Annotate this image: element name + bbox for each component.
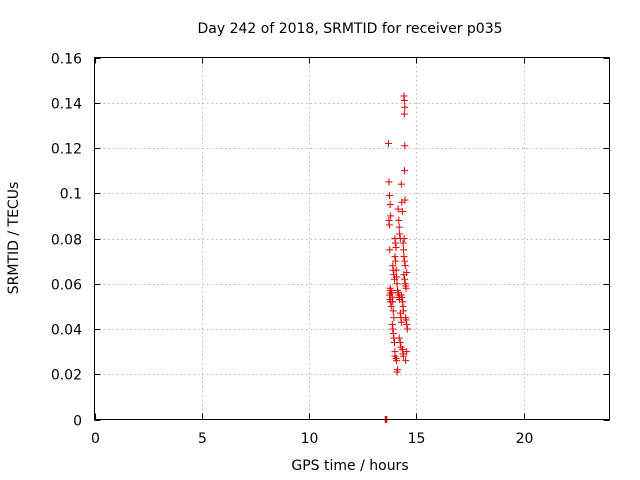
data-point xyxy=(395,223,403,231)
data-point xyxy=(389,325,397,333)
data-point xyxy=(400,235,408,242)
y-axis-label: SRMTID / TECUs xyxy=(6,182,22,295)
data-point xyxy=(392,257,400,265)
chart-title: Day 242 of 2018, SRMTID for receiver p03… xyxy=(197,21,502,37)
data-point xyxy=(402,316,410,324)
data-point xyxy=(397,318,405,326)
x-tick-label: 10 xyxy=(301,431,319,447)
tick-layer xyxy=(94,57,610,421)
data-point xyxy=(402,357,410,365)
y-tick-label: 0 xyxy=(73,414,82,430)
data-point xyxy=(386,201,394,209)
data-point xyxy=(400,110,408,118)
data-point xyxy=(398,345,406,353)
data-point xyxy=(395,216,403,224)
data-point xyxy=(396,339,404,347)
x-tick-label: 15 xyxy=(408,431,426,447)
data-point xyxy=(401,103,409,111)
data-point xyxy=(387,302,395,310)
y-tick-label: 0.14 xyxy=(51,97,82,113)
x-tick-label: 0 xyxy=(91,431,100,447)
y-tick-label: 0.08 xyxy=(51,233,82,249)
data-point xyxy=(387,212,395,220)
data-point xyxy=(393,273,401,281)
data-point xyxy=(396,230,404,238)
data-point xyxy=(395,334,403,342)
y-tick-label: 0.06 xyxy=(51,278,82,294)
data-point xyxy=(391,253,399,261)
data-point xyxy=(389,298,397,306)
data-point xyxy=(402,284,410,292)
y-tick-label: 0.02 xyxy=(51,368,82,384)
data-point xyxy=(386,246,394,254)
data-point xyxy=(388,289,396,297)
data-point xyxy=(400,253,408,261)
data-point xyxy=(389,307,397,315)
data-layer xyxy=(381,92,411,423)
data-point xyxy=(391,239,399,247)
data-point xyxy=(401,275,409,283)
data-point xyxy=(398,293,406,301)
grid-layer xyxy=(94,57,610,420)
y-tick-label: 0.16 xyxy=(51,52,82,68)
x-tick-label: 20 xyxy=(516,431,534,447)
tick-label-layer: 0 5 10 15 20 0 0.02 0.04 0.06 0.08 0.1 0.12 0.14 0.16 xyxy=(51,52,534,448)
data-point xyxy=(401,142,409,150)
data-point xyxy=(400,352,407,360)
data-point xyxy=(403,325,411,333)
y-tick-label: 0.1 xyxy=(60,187,82,203)
data-point xyxy=(394,205,402,213)
data-point xyxy=(403,320,411,328)
data-point xyxy=(385,221,393,229)
data-point xyxy=(386,192,394,200)
data-point xyxy=(403,268,411,276)
data-point xyxy=(390,314,398,322)
data-point xyxy=(393,366,401,374)
y-tick-label: 0.12 xyxy=(51,142,82,158)
data-point xyxy=(400,246,407,254)
data-point xyxy=(401,262,409,270)
data-point xyxy=(393,280,401,288)
data-point xyxy=(384,139,392,147)
data-point xyxy=(392,266,400,274)
x-tick-label: 5 xyxy=(198,431,207,447)
data-point xyxy=(397,180,405,188)
x-axis-label: GPS time / hours xyxy=(291,458,408,474)
data-point xyxy=(403,348,411,356)
data-point xyxy=(401,257,409,265)
data-point xyxy=(385,178,393,186)
data-point xyxy=(400,96,408,104)
y-tick-label: 0.04 xyxy=(51,323,82,339)
data-point xyxy=(401,196,409,204)
data-point xyxy=(398,207,406,215)
data-point xyxy=(401,167,409,175)
plot-frame xyxy=(94,57,610,420)
data-point xyxy=(399,239,407,247)
data-point xyxy=(392,244,400,252)
data-point xyxy=(400,307,407,315)
data-point xyxy=(393,357,401,365)
